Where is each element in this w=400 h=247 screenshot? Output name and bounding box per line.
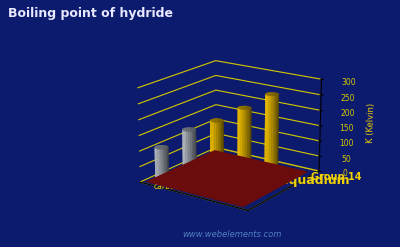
Text: www.webelements.com: www.webelements.com — [182, 230, 282, 239]
Text: Boiling point of hydride: Boiling point of hydride — [8, 7, 173, 21]
